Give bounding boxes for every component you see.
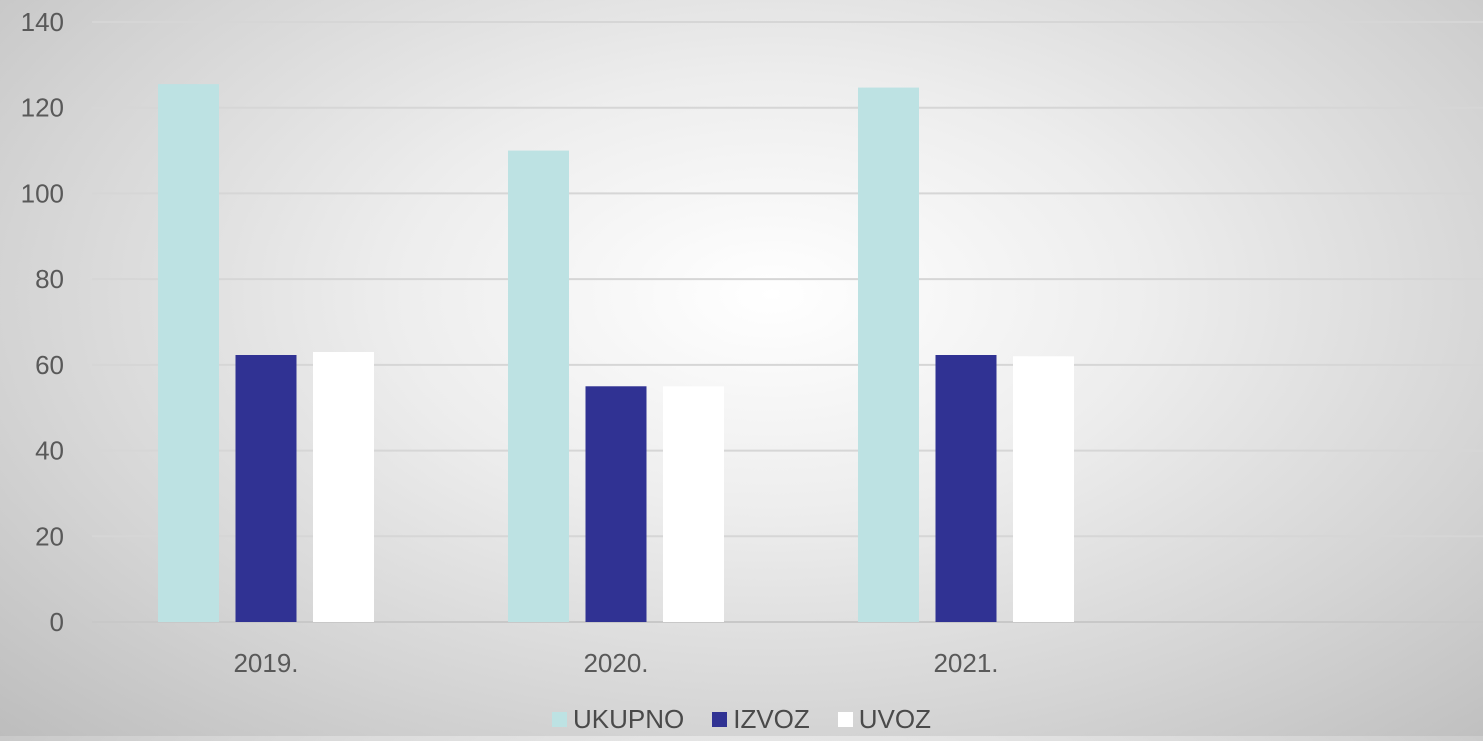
- legend-label-ukupno: UKUPNO: [572, 703, 685, 734]
- bar-ukupno-2020: [508, 150, 569, 623]
- legend-swatch-izvoz: [712, 711, 728, 727]
- bar-uvoz-2021: [1013, 356, 1074, 622]
- y-tick-label: 140: [21, 7, 64, 37]
- y-tick-label: 0: [50, 607, 64, 637]
- legend-swatch-uvoz: [837, 711, 853, 727]
- legend-item-uvoz: UVOZ: [837, 703, 932, 735]
- y-axis-tick-labels: 0 20 40 60 80 100 120 140: [21, 7, 64, 637]
- y-tick-label: 100: [21, 178, 64, 208]
- bar-ukupno-2019: [158, 84, 219, 622]
- bar-ukupno-2021: [858, 87, 919, 623]
- bar-uvoz-2020: [663, 386, 724, 622]
- bar-izvoz-2021: [935, 355, 997, 622]
- bar-uvoz-2019: [313, 352, 374, 622]
- legend-label-uvoz: UVOZ: [858, 703, 932, 734]
- bar-izvoz-2019: [235, 355, 297, 622]
- x-tick-label: 2019.: [233, 648, 298, 678]
- bars: [158, 84, 1074, 623]
- legend-label-izvoz: IZVOZ: [733, 703, 810, 734]
- gridlines: [92, 21, 1483, 623]
- y-tick-label: 80: [35, 264, 64, 294]
- x-axis-tick-labels: 2019. 2020. 2021.: [233, 648, 998, 678]
- legend-item-ukupno: UKUPNO: [551, 703, 685, 735]
- bar-izvoz-2020: [585, 386, 647, 622]
- y-tick-label: 60: [35, 350, 64, 380]
- y-tick-label: 40: [35, 436, 64, 466]
- legend: UKUPNO IZVOZ UVOZ: [0, 704, 1483, 734]
- y-tick-label: 20: [35, 521, 64, 551]
- y-tick-label: 120: [21, 93, 64, 123]
- x-tick-label: 2021.: [933, 648, 998, 678]
- legend-swatch-ukupno: [551, 711, 567, 727]
- legend-item-izvoz: IZVOZ: [712, 704, 810, 735]
- x-tick-label: 2020.: [583, 648, 648, 678]
